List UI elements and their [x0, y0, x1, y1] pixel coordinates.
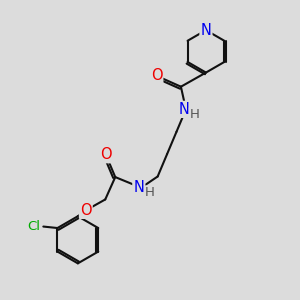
Text: O: O	[100, 147, 112, 162]
Text: Cl: Cl	[27, 220, 40, 233]
Text: H: H	[190, 108, 200, 121]
Text: N: N	[178, 102, 189, 117]
Text: N: N	[134, 180, 144, 195]
Text: O: O	[151, 68, 162, 83]
Text: N: N	[200, 23, 211, 38]
Text: O: O	[80, 203, 92, 218]
Text: H: H	[145, 187, 155, 200]
